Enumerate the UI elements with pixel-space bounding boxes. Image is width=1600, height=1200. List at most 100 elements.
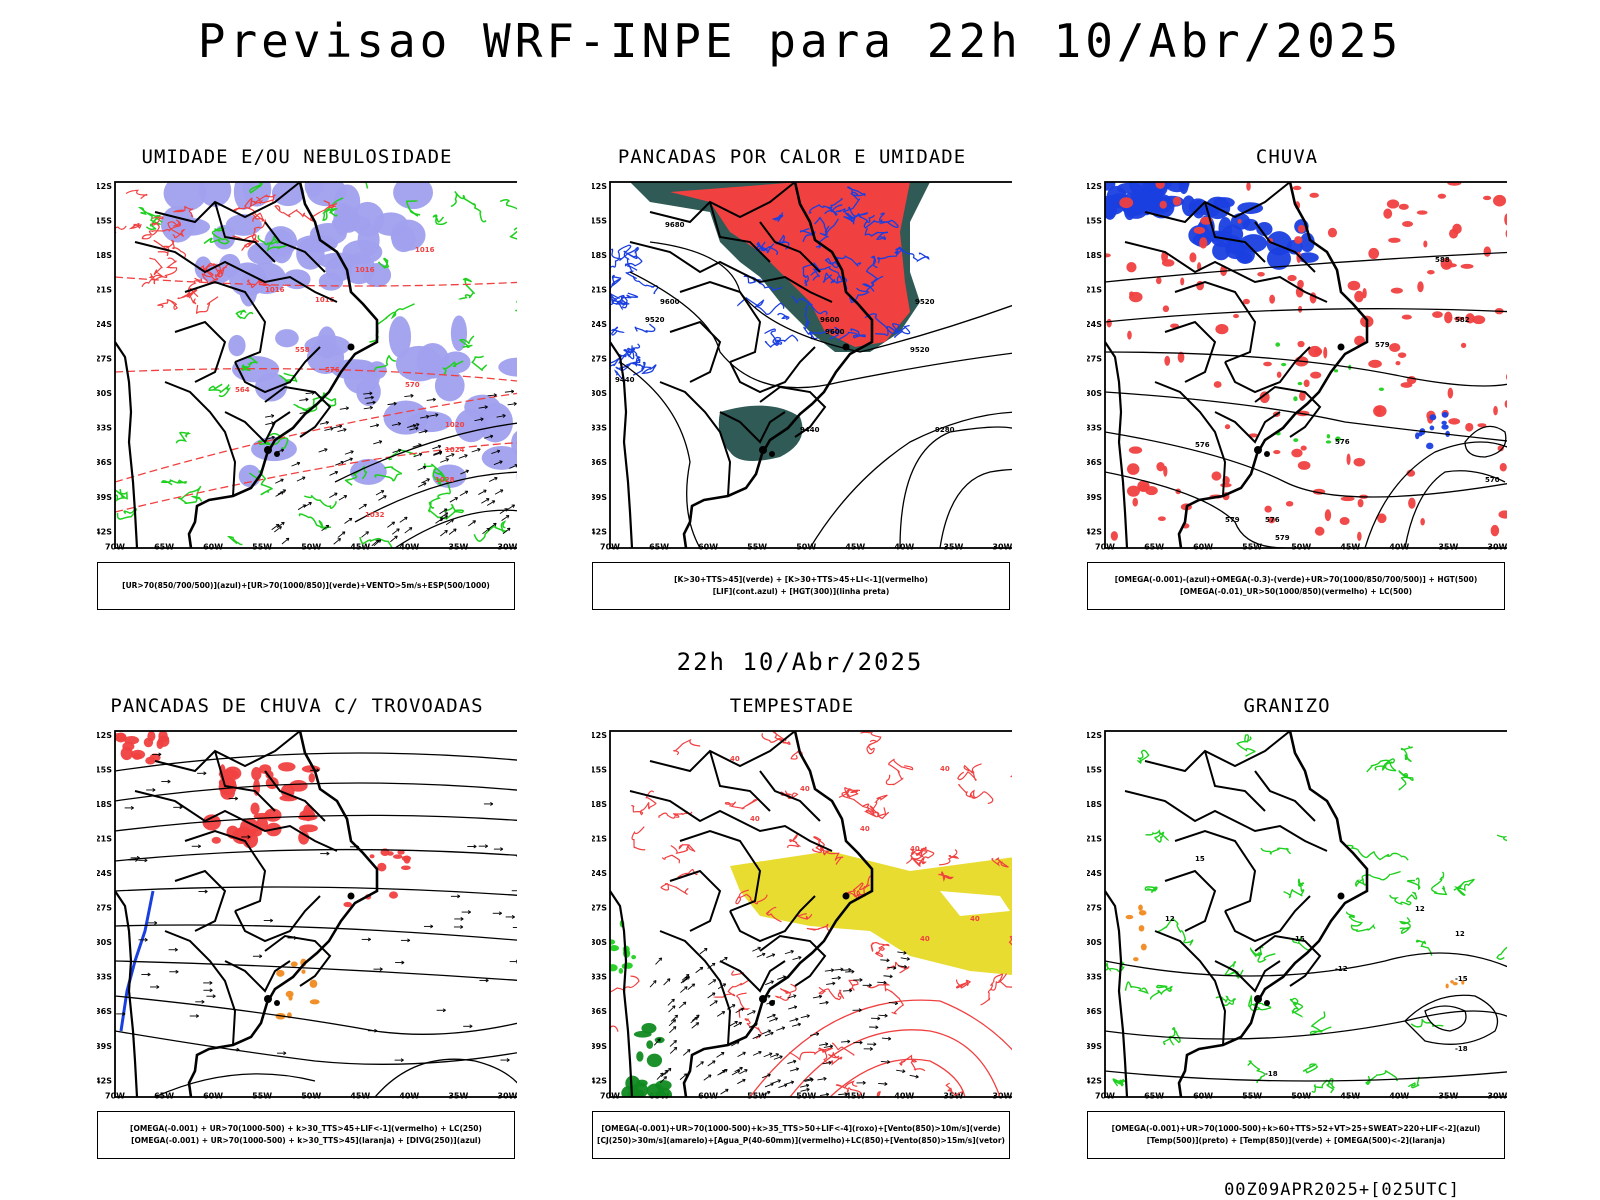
wind-arrow (341, 531, 346, 535)
country-border (1254, 770, 1316, 822)
wind-vector (818, 994, 823, 999)
rain-area-green (1378, 387, 1385, 392)
contour-label: 576 (1265, 516, 1280, 524)
rain-area-red (1389, 343, 1401, 352)
forecast-time-subtitle: 22h 10/Abr/2025 (676, 648, 924, 676)
wind-arrow (472, 520, 476, 524)
coastline (1177, 731, 1369, 1097)
wind-vector (720, 1088, 729, 1095)
streamline-arrow (174, 947, 178, 952)
rain-area-red (1493, 405, 1498, 416)
wind-vector (765, 980, 774, 986)
lifted-index-contour (842, 186, 866, 213)
wind-vector (825, 1092, 830, 1097)
lon-tick-label: 40W (1389, 1092, 1409, 1100)
lon-tick-label: 35W (448, 543, 468, 551)
wind-850-area (655, 1080, 672, 1091)
rain-area-red (1447, 182, 1462, 186)
country-border (759, 221, 821, 273)
lat-tick-label: 30S (1087, 389, 1102, 398)
streamline-arrow (209, 980, 213, 985)
temp-850-contour (1453, 878, 1475, 896)
wind-arrow (398, 448, 402, 453)
contour-label: 40 (940, 765, 950, 773)
coastline (115, 341, 139, 548)
storm-area-red (149, 753, 161, 762)
wind-vector (707, 1060, 716, 1067)
rain-area-red (1162, 305, 1170, 313)
rain-area-red (1170, 323, 1180, 329)
lon-tick-label: 45W (845, 1092, 865, 1100)
coastline (610, 890, 634, 1097)
coastline (682, 731, 874, 1097)
wind-arrow (404, 527, 413, 534)
wind-arrow (378, 440, 383, 444)
temp-850-contour (1124, 981, 1149, 995)
streamline-arrow (152, 788, 156, 792)
wind-850-area (646, 1040, 654, 1049)
map-layer (115, 731, 517, 1097)
lake (842, 343, 850, 351)
wind-vector (831, 977, 841, 980)
rain-area-red (1164, 355, 1171, 366)
wind-vector (809, 1033, 819, 1036)
contour-label: 576 (1335, 438, 1350, 446)
temp-850-contour (1311, 1078, 1336, 1094)
rain-area-red (1156, 462, 1165, 472)
wind-arrow (412, 424, 417, 428)
temp-850-contour (1260, 847, 1292, 855)
temp-850-contour (1149, 984, 1173, 1001)
country-border (1174, 280, 1257, 363)
storm-area-red (388, 891, 399, 899)
country-border (264, 385, 332, 438)
lon-tick-label: 40W (399, 543, 419, 551)
humidity-contour (432, 214, 448, 226)
wind-vector (817, 1077, 827, 1081)
wind-vector (880, 1060, 890, 1063)
rain-area-blue (1441, 424, 1449, 430)
wind-vector (681, 974, 690, 981)
storm-area-red (251, 767, 262, 781)
wind-vector (887, 1036, 892, 1041)
wind-arrow (392, 449, 402, 454)
lifted-index-contour (824, 204, 843, 216)
wind-arrow (373, 440, 382, 445)
wind-arrow (343, 495, 348, 499)
height-contour (899, 426, 1012, 548)
streamline-arrow (283, 1051, 287, 1056)
map-tempestade[interactable]: 12S15S18S21S24S27S30S33S36S39S42S70W65W6… (592, 725, 1012, 1099)
country-border (134, 241, 338, 303)
wind-vector (777, 976, 786, 980)
storm-area-orange (288, 995, 293, 1001)
wind-arrow (502, 527, 511, 535)
wind-vector (758, 1050, 762, 1055)
country-border (649, 731, 796, 773)
humidity-contour (515, 293, 517, 312)
wind-arrow (387, 402, 397, 406)
wind-vector (668, 1019, 676, 1027)
lon-tick-label: 45W (1340, 543, 1360, 551)
lat-tick-label: 24S (97, 320, 112, 329)
storm-area-red (400, 865, 411, 871)
wind-arrow (305, 397, 309, 402)
temp-850-contour (1406, 877, 1421, 891)
contour-label: 15 (1195, 855, 1205, 863)
wind-arrow (505, 515, 510, 519)
lifted-index-contour (610, 294, 630, 305)
storm-area-red (377, 862, 387, 872)
rain-area-red (1264, 505, 1272, 513)
country-border (224, 960, 291, 993)
lon-tick-label: 65W (1144, 1092, 1164, 1100)
wind-vector (845, 971, 855, 973)
isobar (354, 471, 517, 523)
wind-vector (673, 1039, 677, 1044)
humidity-contour (304, 494, 337, 509)
wind-vector (884, 1013, 888, 1018)
lon-tick-label: 65W (154, 1092, 174, 1100)
wind-vector (772, 1013, 776, 1018)
